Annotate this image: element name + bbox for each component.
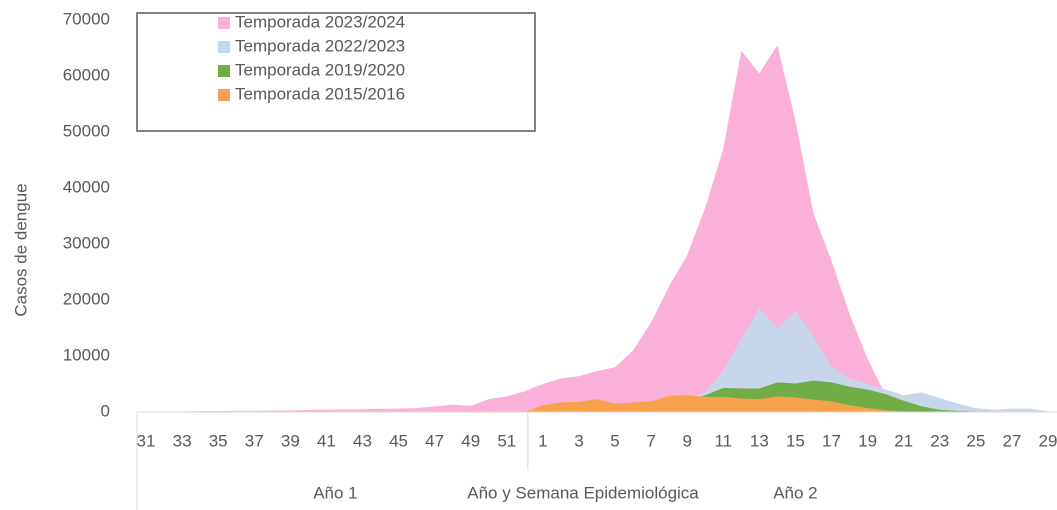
legend-box [136, 12, 536, 132]
x-axis-title: Año y Semana Epidemiológica [467, 483, 699, 502]
x-tick-label: 7 [646, 431, 655, 450]
x-tick-label: 45 [389, 431, 408, 450]
x-tick-label: 1 [538, 431, 547, 450]
y-tick-label: 70000 [63, 9, 110, 28]
area [146, 395, 1048, 412]
x-tick-label: 41 [317, 431, 336, 450]
x-tick-label: 9 [682, 431, 691, 450]
y-axis-title: Casos de dengue [11, 183, 30, 316]
group-label: Año 1 [313, 483, 357, 502]
x-tick-label: 3 [574, 431, 583, 450]
y-tick-label: 20000 [63, 289, 110, 308]
legend-swatch [218, 41, 230, 53]
x-tick-label: 35 [209, 431, 228, 450]
legend-label: Temporada 2022/2023 [235, 36, 405, 55]
y-tick-label: 40000 [63, 177, 110, 196]
x-tick-label: 39 [281, 431, 300, 450]
y-tick-label: 60000 [63, 65, 110, 84]
x-tick-label: 23 [930, 431, 949, 450]
legend-swatch [218, 17, 230, 29]
x-tick-label: 33 [173, 431, 192, 450]
legend-swatch [218, 65, 230, 77]
x-tick-label: 17 [822, 431, 841, 450]
x-tick-label: 47 [425, 431, 444, 450]
x-tick-label: 29 [1039, 431, 1057, 450]
legend-label: Temporada 2019/2020 [235, 60, 405, 79]
group-label: Año 2 [773, 483, 817, 502]
x-tick-label: 27 [1002, 431, 1021, 450]
legend-label: Temporada 2023/2024 [235, 12, 405, 31]
x-tick-label: 15 [786, 431, 805, 450]
y-tick-label: 50000 [63, 121, 110, 140]
x-tick-label: 49 [461, 431, 480, 450]
x-tick-label: 11 [714, 431, 732, 450]
x-tick-label: 21 [894, 431, 913, 450]
x-tick-label: 25 [966, 431, 985, 450]
x-tick-label: 37 [245, 431, 264, 450]
legend-label: Temporada 2015/2016 [235, 84, 405, 103]
x-tick-label: 51 [497, 431, 516, 450]
y-tick-label: 0 [101, 401, 110, 420]
x-tick-label: 31 [137, 431, 156, 450]
x-tick-label: 19 [858, 431, 877, 450]
x-tick-label: 5 [610, 431, 619, 450]
y-tick-label: 30000 [63, 233, 110, 252]
y-tick-label: 10000 [63, 345, 110, 364]
x-tick-label: 13 [750, 431, 769, 450]
area [146, 45, 1048, 412]
x-tick-label: 43 [353, 431, 372, 450]
legend-swatch [218, 89, 230, 101]
